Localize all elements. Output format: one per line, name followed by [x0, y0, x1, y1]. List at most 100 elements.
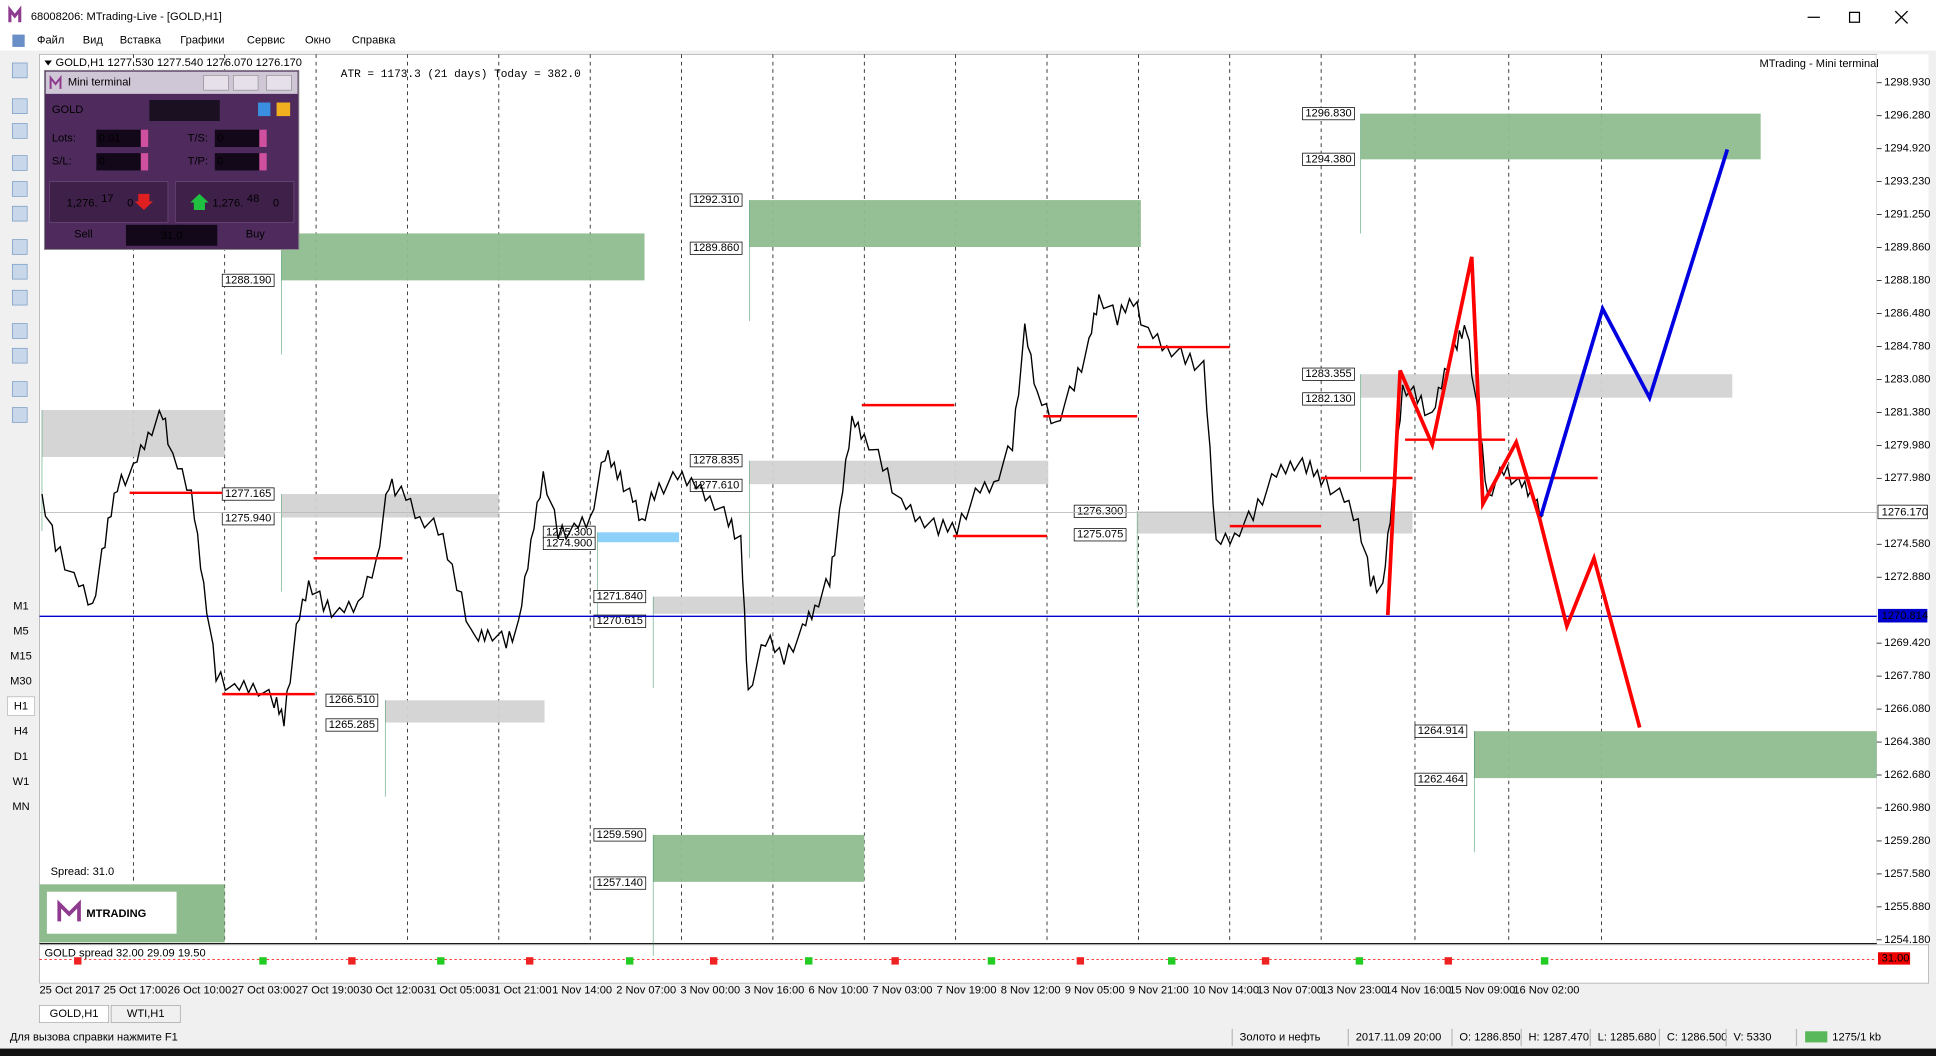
price-label: 1298.930: [1884, 77, 1930, 89]
price-label: 1293.230: [1884, 176, 1930, 188]
tool-icon[interactable]: [11, 123, 28, 139]
mt-chart-btn[interactable]: [276, 102, 291, 117]
mt-window-button[interactable]: [233, 75, 259, 91]
menu-item[interactable]: Справка: [352, 35, 396, 47]
mt-input[interactable]: [96, 153, 144, 171]
tool-icon[interactable]: [11, 381, 28, 397]
zone-label-box: [689, 241, 743, 255]
menu-item[interactable]: Вид: [83, 35, 104, 47]
mt-window-button[interactable]: [203, 75, 229, 91]
indicator-bar: [805, 957, 813, 965]
mt-input[interactable]: [214, 129, 262, 147]
mt-buy[interactable]: Buy: [246, 229, 266, 241]
mt-spinner[interactable]: [259, 129, 267, 147]
tool-icon[interactable]: [11, 155, 28, 171]
time-label: 7 Nov 03:00: [873, 984, 933, 996]
chart-layer: 1288.190 1277.165 1275.940 1266.510 1265.285…: [0, 54, 1936, 1056]
timeframe-button[interactable]: MN: [12, 801, 29, 813]
restore-button[interactable]: [1848, 11, 1861, 23]
zone: [41, 410, 225, 457]
indicator-label: GOLD spread 32.00 29.09 19.50: [44, 947, 205, 959]
mt-symbol: GOLD: [52, 104, 83, 116]
mt-icon: [49, 74, 62, 89]
tool-icon[interactable]: [11, 205, 28, 222]
time-label: 25 Oct 2017: [40, 984, 101, 996]
indicator-window: [39, 944, 1929, 984]
indicator-bar: [1355, 957, 1364, 965]
menu-item[interactable]: Графики: [180, 35, 224, 47]
tool-icon[interactable]: [11, 407, 28, 423]
zone-label-box: [1302, 392, 1355, 406]
timeframe-button[interactable]: W1: [13, 776, 30, 788]
indicator-axis-label: 31.00: [1882, 952, 1910, 964]
close-button[interactable]: [1894, 10, 1909, 24]
tool-icon[interactable]: [11, 98, 28, 114]
zone-label-box: [1073, 504, 1127, 518]
time-label: 13 Nov 23:00: [1321, 984, 1387, 996]
mt-settings[interactable]: [258, 102, 271, 117]
current-price-box: [1877, 504, 1928, 520]
price-label: 1262.680: [1884, 769, 1930, 781]
price-label: 1272.880: [1884, 571, 1930, 583]
tab[interactable]: [39, 1005, 109, 1023]
zone-label: 1278.835: [693, 455, 739, 467]
taskbar: [0, 1048, 1936, 1056]
tool-icon[interactable]: [11, 239, 28, 255]
timeframe-button[interactable]: M1: [13, 600, 28, 612]
zone-label: 1266.510: [329, 694, 375, 706]
mt-sell[interactable]: Sell: [74, 229, 93, 241]
menu-item[interactable]: Сервис: [247, 35, 285, 47]
timeframe-button[interactable]: H4: [14, 726, 28, 738]
price-label: 1264.380: [1884, 736, 1930, 748]
mt-input-value[interactable]: 0: [217, 156, 223, 168]
tab[interactable]: [110, 1005, 181, 1023]
mt-spread-box: [125, 224, 218, 246]
mt-window-button[interactable]: [266, 75, 292, 91]
price-label: 1255.880: [1884, 901, 1930, 913]
zone-label-box: [1302, 367, 1355, 381]
mt-spinner[interactable]: [140, 129, 149, 147]
timeframe-button[interactable]: H1: [14, 701, 28, 713]
timeframe-button[interactable]: D1: [14, 751, 28, 763]
title-bar: [0, 0, 1936, 31]
timeframe-button[interactable]: M30: [10, 676, 32, 688]
mt-input[interactable]: [214, 153, 262, 171]
mt-input-value[interactable]: 0.01: [99, 132, 121, 144]
zone-label-box: [689, 478, 743, 492]
price-label: 1279.980: [1884, 439, 1930, 451]
mt-spinner[interactable]: [259, 153, 267, 171]
mt-input[interactable]: [96, 129, 144, 147]
menu-icon: [12, 34, 25, 47]
price-label: 1286.480: [1884, 307, 1930, 319]
price-label: 1267.780: [1884, 670, 1930, 682]
tool-icon[interactable]: [11, 181, 28, 197]
status-item: Для вызова справки нажмите F1: [10, 1031, 178, 1043]
menu-item[interactable]: Файл: [37, 35, 64, 47]
zone-label: 1289.860: [693, 242, 739, 254]
tab-label[interactable]: GOLD,H1: [50, 1008, 99, 1020]
mt-buy-sup: 0: [273, 198, 279, 210]
tool-icon[interactable]: [11, 347, 28, 364]
menu-item[interactable]: Вставка: [120, 35, 162, 47]
timeframe-button[interactable]: M5: [13, 625, 28, 637]
tab-label[interactable]: WTI,H1: [127, 1008, 165, 1020]
time-label: 16 Nov 02:00: [1513, 984, 1579, 996]
menu-item[interactable]: Окно: [305, 35, 331, 47]
tool-icon[interactable]: [11, 62, 28, 79]
zone-label-box: [593, 828, 647, 842]
mt-input-value[interactable]: 0: [217, 132, 223, 144]
mt-input-value[interactable]: 0: [99, 156, 105, 168]
blue-zigzag: [1539, 148, 1730, 517]
zone-label: 1275.940: [225, 513, 271, 525]
mt-buy-small: 1,276.: [212, 198, 243, 210]
zone-label: 1274.900: [546, 537, 592, 549]
indicator-bar: [1540, 957, 1549, 965]
mt-buy-big: 48: [247, 193, 259, 205]
zone-label-box: [593, 876, 647, 890]
tool-icon[interactable]: [11, 263, 28, 280]
timeframe-button[interactable]: M15: [10, 651, 32, 663]
zone-label: 1288.190: [225, 274, 271, 286]
tool-icon[interactable]: [11, 289, 28, 306]
tool-icon[interactable]: [11, 323, 28, 339]
mt-spinner[interactable]: [140, 153, 149, 171]
